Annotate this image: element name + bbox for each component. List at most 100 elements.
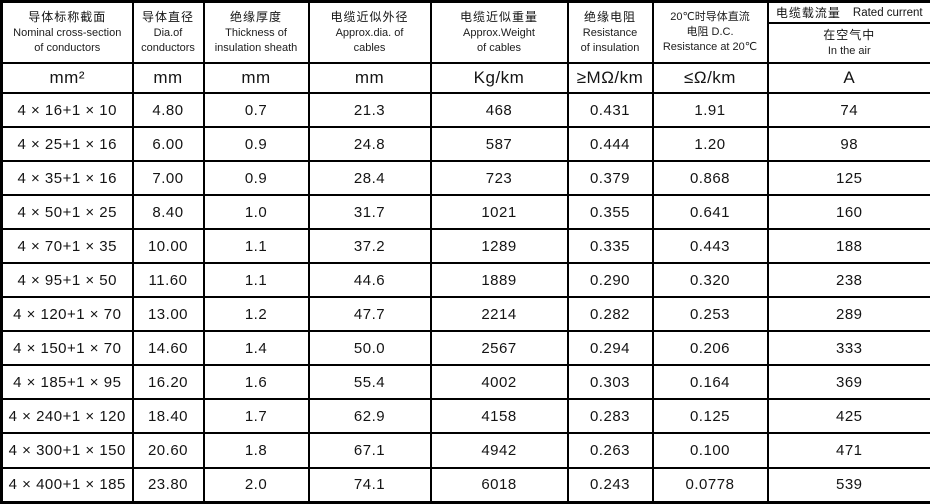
- header-insulation-resistance-en2: of insulation: [580, 42, 640, 54]
- cell-cable-dia: 67.1: [307, 432, 432, 469]
- header-conductor-dia: 导体直径 Dia.of conductors: [131, 0, 205, 64]
- cell-dc-resistance: 0.164: [651, 364, 769, 401]
- cell-dc-resistance: 0.125: [651, 398, 769, 435]
- cell-cross-section: 4 × 50+1 × 25: [0, 194, 134, 231]
- cell-conductor-dia: 16.20: [131, 364, 205, 401]
- cell-cable-dia: 44.6: [307, 262, 432, 299]
- cell-insulation-resistance: 0.282: [566, 296, 654, 333]
- header-insulation-thickness-en2: insulation sheath: [214, 42, 298, 54]
- cell-dc-resistance: 0.253: [651, 296, 769, 333]
- cell-rated-current: 160: [766, 194, 930, 231]
- table-row: 4 × 16+1 × 10 4.80 0.7 21.3 468 0.431 1.91 74: [0, 91, 930, 129]
- cell-cable-weight: 1889: [429, 262, 569, 299]
- header-cable-dia-en1: Approx.dia. of: [335, 27, 404, 39]
- header-cable-dia-zh: 电缆近似外径: [330, 10, 409, 24]
- table-body: 4 × 16+1 × 10 4.80 0.7 21.3 468 0.431 1.91 74 4 …: [0, 91, 930, 504]
- unit-insulation-thickness: mm: [202, 62, 310, 94]
- header-cross-section: 导体标称截面 Nominal cross-section of conducto…: [0, 0, 134, 64]
- table-row: 4 × 300+1 × 150 20.60 1.8 67.1 4942 0.263 0.10…: [0, 432, 930, 469]
- cell-rated-current: 289: [766, 296, 930, 333]
- header-insulation-thickness-zh: 绝缘厚度: [229, 10, 282, 24]
- cell-cable-weight: 723: [429, 160, 569, 197]
- cell-insulation-thickness: 1.8: [202, 432, 310, 469]
- cell-cable-dia: 21.3: [307, 91, 432, 129]
- cell-rated-current: 238: [766, 262, 930, 299]
- cell-insulation-thickness: 1.4: [202, 330, 310, 367]
- cell-rated-current: 125: [766, 160, 930, 197]
- header-rated-current-title-en: Rated current: [852, 6, 923, 19]
- cell-insulation-thickness: 2.0: [202, 466, 310, 504]
- cell-cross-section: 4 × 70+1 × 35: [0, 228, 134, 265]
- unit-rated-current: A: [766, 62, 930, 94]
- header-conductor-dia-en1: Dia.of: [153, 27, 183, 39]
- cell-insulation-resistance: 0.290: [566, 262, 654, 299]
- cell-cross-section: 4 × 185+1 × 95: [0, 364, 134, 401]
- cell-cable-weight: 4002: [429, 364, 569, 401]
- cell-dc-resistance: 0.206: [651, 330, 769, 367]
- cell-conductor-dia: 20.60: [131, 432, 205, 469]
- cell-insulation-resistance: 0.263: [566, 432, 654, 469]
- header-cross-section-en1: Nominal cross-section: [13, 27, 122, 39]
- table-row: 4 × 400+1 × 185 23.80 2.0 74.1 6018 0.243 0.07…: [0, 466, 930, 504]
- header-insulation-thickness-en1: Thickness of: [225, 27, 287, 39]
- cell-cable-dia: 47.7: [307, 296, 432, 333]
- cell-cable-weight: 4158: [429, 398, 569, 435]
- cell-dc-resistance: 1.91: [651, 91, 769, 129]
- cell-insulation-resistance: 0.431: [566, 91, 654, 129]
- unit-conductor-dia: mm: [131, 62, 205, 94]
- cell-insulation-thickness: 1.1: [202, 228, 310, 265]
- cell-cable-weight: 468: [429, 91, 569, 129]
- cell-cross-section: 4 × 95+1 × 50: [0, 262, 134, 299]
- cell-cable-weight: 1021: [429, 194, 569, 231]
- cell-insulation-thickness: 1.7: [202, 398, 310, 435]
- cell-cable-dia: 50.0: [307, 330, 432, 367]
- header-rated-current: 电缆载流量 Rated current 在空气中 In the air: [766, 0, 930, 64]
- header-cable-weight-zh: 电缆近似重量: [459, 10, 538, 24]
- header-cable-dia: 电缆近似外径 Approx.dia. of cables: [307, 0, 432, 64]
- cell-insulation-resistance: 0.283: [566, 398, 654, 435]
- table-row: 4 × 185+1 × 95 16.20 1.6 55.4 4002 0.303 0.164…: [0, 364, 930, 401]
- cell-rated-current: 369: [766, 364, 930, 401]
- header-conductor-dia-zh: 导体直径: [141, 10, 194, 24]
- header-dc-resistance-en1: 电阻 D.C.: [686, 26, 734, 38]
- cell-cable-weight: 1289: [429, 228, 569, 265]
- table-row: 4 × 25+1 × 16 6.00 0.9 24.8 587 0.444 1.20 98: [0, 126, 930, 163]
- unit-row: mm² mm mm mm Kg/km ≥MΩ/km ≤Ω/km A: [0, 62, 930, 94]
- cell-conductor-dia: 13.00: [131, 296, 205, 333]
- cell-conductor-dia: 8.40: [131, 194, 205, 231]
- cell-cable-dia: 62.9: [307, 398, 432, 435]
- unit-insulation-resistance: ≥MΩ/km: [566, 62, 654, 94]
- cell-cable-dia: 31.7: [307, 194, 432, 231]
- table-header: 导体标称截面 Nominal cross-section of conducto…: [0, 0, 930, 94]
- cell-rated-current: 425: [766, 398, 930, 435]
- table-row: 4 × 50+1 × 25 8.40 1.0 31.7 1021 0.355 0.641 16…: [0, 194, 930, 231]
- header-insulation-resistance-en1: Resistance: [582, 27, 638, 39]
- cell-insulation-resistance: 0.243: [566, 466, 654, 504]
- cell-cable-dia: 55.4: [307, 364, 432, 401]
- unit-dc-resistance: ≤Ω/km: [651, 62, 769, 94]
- header-rated-current-sub-zh: 在空气中: [823, 28, 876, 42]
- header-rated-current-sub-en: In the air: [827, 45, 871, 57]
- cell-dc-resistance: 1.20: [651, 126, 769, 163]
- cell-rated-current: 471: [766, 432, 930, 469]
- cell-cross-section: 4 × 35+1 × 16: [0, 160, 134, 197]
- cell-insulation-thickness: 0.7: [202, 91, 310, 129]
- cell-cable-weight: 6018: [429, 466, 569, 504]
- header-dc-resistance-zh: 20℃时导体直流: [670, 11, 750, 23]
- header-insulation-thickness: 绝缘厚度 Thickness of insulation sheath: [202, 0, 310, 64]
- cell-cable-dia: 74.1: [307, 466, 432, 504]
- header-cable-weight-en2: of cables: [476, 42, 522, 54]
- cell-cross-section: 4 × 240+1 × 120: [0, 398, 134, 435]
- cell-cross-section: 4 × 400+1 × 185: [0, 466, 134, 504]
- table-row: 4 × 70+1 × 35 10.00 1.1 37.2 1289 0.335 0.443 1…: [0, 228, 930, 265]
- cell-dc-resistance: 0.100: [651, 432, 769, 469]
- cell-rated-current: 188: [766, 228, 930, 265]
- cell-cross-section: 4 × 300+1 × 150: [0, 432, 134, 469]
- cell-insulation-resistance: 0.335: [566, 228, 654, 265]
- cell-conductor-dia: 4.80: [131, 91, 205, 129]
- header-rated-current-sub: 在空气中 In the air: [770, 24, 930, 61]
- cell-insulation-thickness: 0.9: [202, 160, 310, 197]
- cell-rated-current: 98: [766, 126, 930, 163]
- cell-dc-resistance: 0.443: [651, 228, 769, 265]
